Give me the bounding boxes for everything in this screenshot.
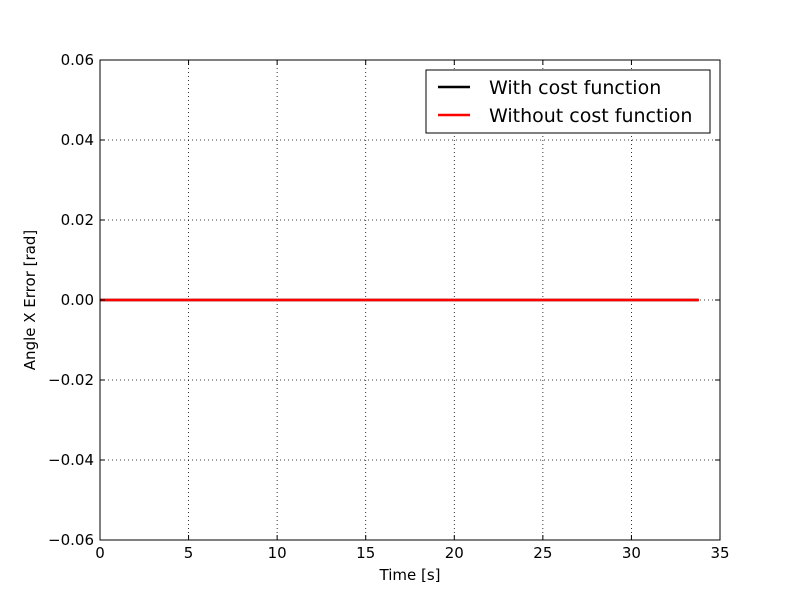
x-tick-label: 0 [95, 544, 105, 562]
y-tick-label: 0.02 [61, 211, 94, 229]
y-tick-label: 0.06 [61, 51, 94, 69]
x-tick-label: 25 [533, 544, 552, 562]
x-axis-label: Time [s] [379, 566, 441, 584]
x-tick-label: 5 [184, 544, 194, 562]
y-tick-label: 0.04 [61, 131, 94, 149]
y-tick-label: 0.00 [61, 291, 94, 309]
y-axis-label: Angle X Error [rad] [21, 230, 39, 370]
x-tick-label: 20 [445, 544, 464, 562]
x-tick-label: 10 [268, 544, 287, 562]
x-tick-label: 15 [356, 544, 375, 562]
y-tick-label: −0.02 [48, 371, 94, 389]
legend-label-with-cost-function: With cost function [489, 77, 661, 99]
legend-box [425, 69, 711, 134]
axis-ticks: 0 5 10 15 20 25 30 35 −0.06 −0.04 −0.02 0.00 0.02 0.0… [48, 51, 730, 562]
legend-label-without-cost-function: Without cost function [489, 105, 692, 127]
y-tick-label: −0.06 [48, 531, 94, 549]
x-tick-label: 30 [622, 544, 641, 562]
legend: With cost function Without cost function [425, 69, 711, 134]
x-tick-label: 35 [710, 544, 729, 562]
y-tick-label: −0.04 [48, 451, 94, 469]
